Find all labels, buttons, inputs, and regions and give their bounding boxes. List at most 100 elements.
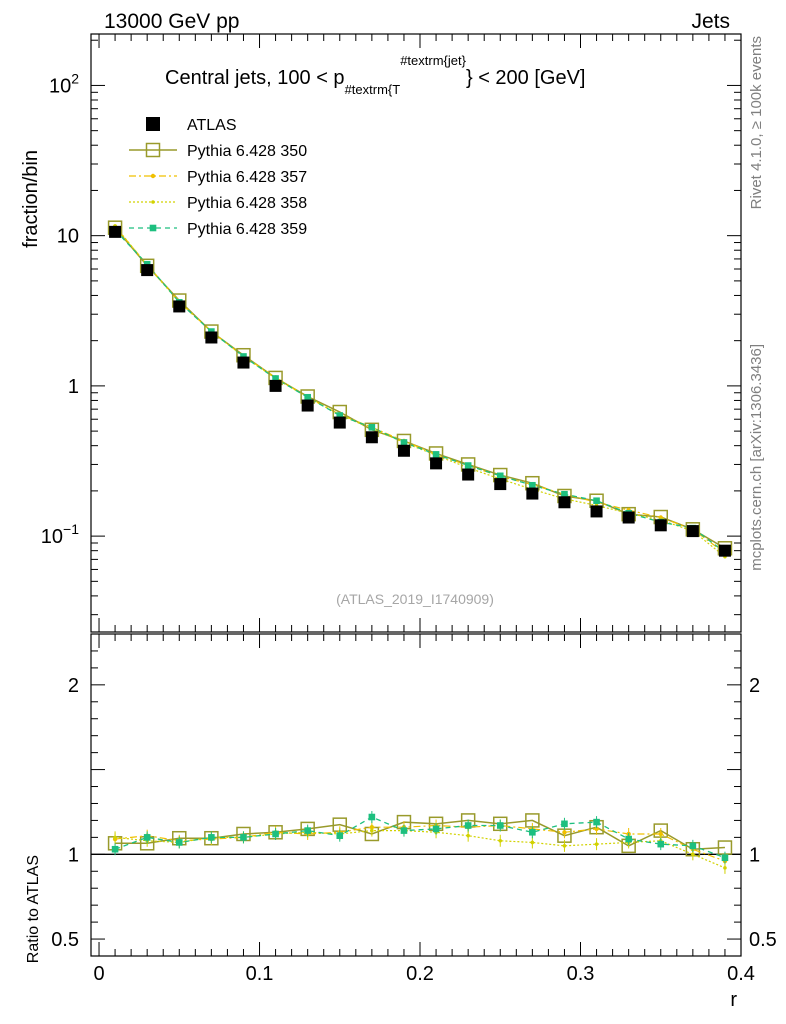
ratio-point-p359 <box>208 834 215 841</box>
ratio-point-p357 <box>594 826 599 832</box>
ratio-point-p359 <box>657 840 665 848</box>
point-atlas <box>686 525 699 538</box>
point-p359 <box>529 481 536 489</box>
ratio-y-tick-label-right: 1 <box>749 844 760 866</box>
y-tick-base: 1 <box>68 376 79 398</box>
ratio-point-p358 <box>370 828 374 833</box>
x-axis-label: r <box>730 989 737 1011</box>
legend-label: ATLAS <box>187 117 237 134</box>
point-p359 <box>496 472 504 480</box>
y-tick-label: 102 <box>49 70 79 97</box>
axis-ticks <box>91 34 742 957</box>
ratio-point-p358 <box>691 852 695 857</box>
plot-title-prefix: Central jets, 100 < p <box>165 67 345 89</box>
y-tick-base: 10 <box>41 526 63 548</box>
ratio-point-p359 <box>496 822 504 829</box>
point-p359 <box>432 451 440 458</box>
ratio-point-p359 <box>689 842 697 850</box>
point-atlas <box>365 431 378 444</box>
y-tick-exponent: −1 <box>63 521 79 537</box>
point-atlas <box>205 331 218 344</box>
ratio-point-p358 <box>594 842 599 846</box>
legend: ATLAS Pythia 6.428 350 Pythia 6.428 357 Pyt… <box>129 117 307 238</box>
mcplots-label: mcplots.cern.ch [arXiv:1306.3436] <box>748 344 765 571</box>
ratio-line-p350 <box>115 819 725 850</box>
legend-marker-atlas <box>146 117 160 131</box>
ratio-point-p359 <box>336 832 344 839</box>
point-atlas <box>397 444 410 457</box>
point-atlas <box>462 468 475 481</box>
plot-title: Central jets, 100 < p#textrm{T #textrm{je… <box>165 53 585 97</box>
point-p359 <box>272 375 279 382</box>
point-atlas <box>141 264 154 277</box>
ratio-line-p357 <box>115 824 726 862</box>
legend-marker-p357 <box>150 173 156 179</box>
y-tick-label: 10 <box>57 226 79 248</box>
ratio-point-p359 <box>175 839 183 846</box>
point-p359 <box>561 490 568 498</box>
ratio-point-p358 <box>562 844 567 848</box>
ratio-point-p359 <box>111 845 119 853</box>
ratio-point-p359 <box>272 830 279 838</box>
ratio-point-p359 <box>529 828 536 836</box>
point-p359 <box>336 412 344 419</box>
point-p359 <box>304 393 311 401</box>
point-atlas <box>494 478 507 491</box>
ratio-point-p359 <box>721 854 729 862</box>
x-tick-label: 0 <box>93 963 104 985</box>
ratio-point-p358 <box>723 866 727 870</box>
ratio-point-p359 <box>561 820 568 828</box>
ratio-point-p358 <box>466 833 470 838</box>
y-tick-label: 10−1 <box>41 521 79 548</box>
series-line-p357 <box>114 226 726 554</box>
point-atlas <box>109 225 122 238</box>
ratio-y-tick-label-left: 0.5 <box>51 929 79 951</box>
ratio-series <box>107 811 733 874</box>
ratio-point-p359 <box>593 818 600 826</box>
ratio-point-p359 <box>304 827 311 834</box>
point-atlas <box>526 487 539 500</box>
x-tick-label: 0.2 <box>406 963 434 985</box>
ratio-point-p357 <box>658 831 663 837</box>
point-atlas <box>173 300 186 313</box>
point-atlas <box>430 457 443 470</box>
main-frame <box>90 33 742 633</box>
y-tick-exponent: 2 <box>71 70 79 86</box>
legend-marker-p350 <box>145 142 161 158</box>
point-p359 <box>400 439 408 446</box>
ratio-point-p359 <box>143 834 151 841</box>
ratio-frame <box>90 633 742 957</box>
ratio-point-p359 <box>432 825 440 833</box>
x-tick-label: 0.3 <box>567 963 595 985</box>
point-atlas <box>718 544 731 557</box>
legend-marker-p358 <box>151 200 155 204</box>
series-line-p350 <box>114 227 726 549</box>
ratio-point-p358 <box>530 840 535 845</box>
y-tick-label: 1 <box>68 376 79 398</box>
point-atlas <box>301 399 314 412</box>
point-atlas <box>622 511 635 524</box>
legend-label: Pythia 6.428 350 <box>187 143 307 160</box>
rivet-label: Rivet 4.1.0, ≥ 100k events <box>748 36 765 209</box>
x-tick-label: 0.4 <box>727 963 755 985</box>
ratio-point-p359 <box>464 822 472 829</box>
y-axis-label: fraction/bin <box>20 150 42 248</box>
legend-marker-p359 <box>149 224 157 232</box>
ratio-point-p359 <box>368 813 376 821</box>
point-atlas <box>590 505 603 518</box>
ratio-point-p358 <box>498 838 503 843</box>
ratio-y-tick-label-right: 0.5 <box>749 929 777 951</box>
plot-title-sup: #textrm{jet} <box>400 53 466 68</box>
ratio-y-tick-label-left: 2 <box>68 675 79 697</box>
main-series <box>107 220 733 559</box>
point-atlas <box>237 356 250 369</box>
point-p359 <box>240 353 247 360</box>
ratio-point-p359 <box>625 835 632 843</box>
legend-label: Pythia 6.428 358 <box>187 195 307 212</box>
legend-label: Pythia 6.428 359 <box>187 221 307 238</box>
series-line-p359 <box>114 229 726 553</box>
ratio-line-p359 <box>114 816 726 859</box>
ratio-y-tick-label-left: 1 <box>68 844 79 866</box>
